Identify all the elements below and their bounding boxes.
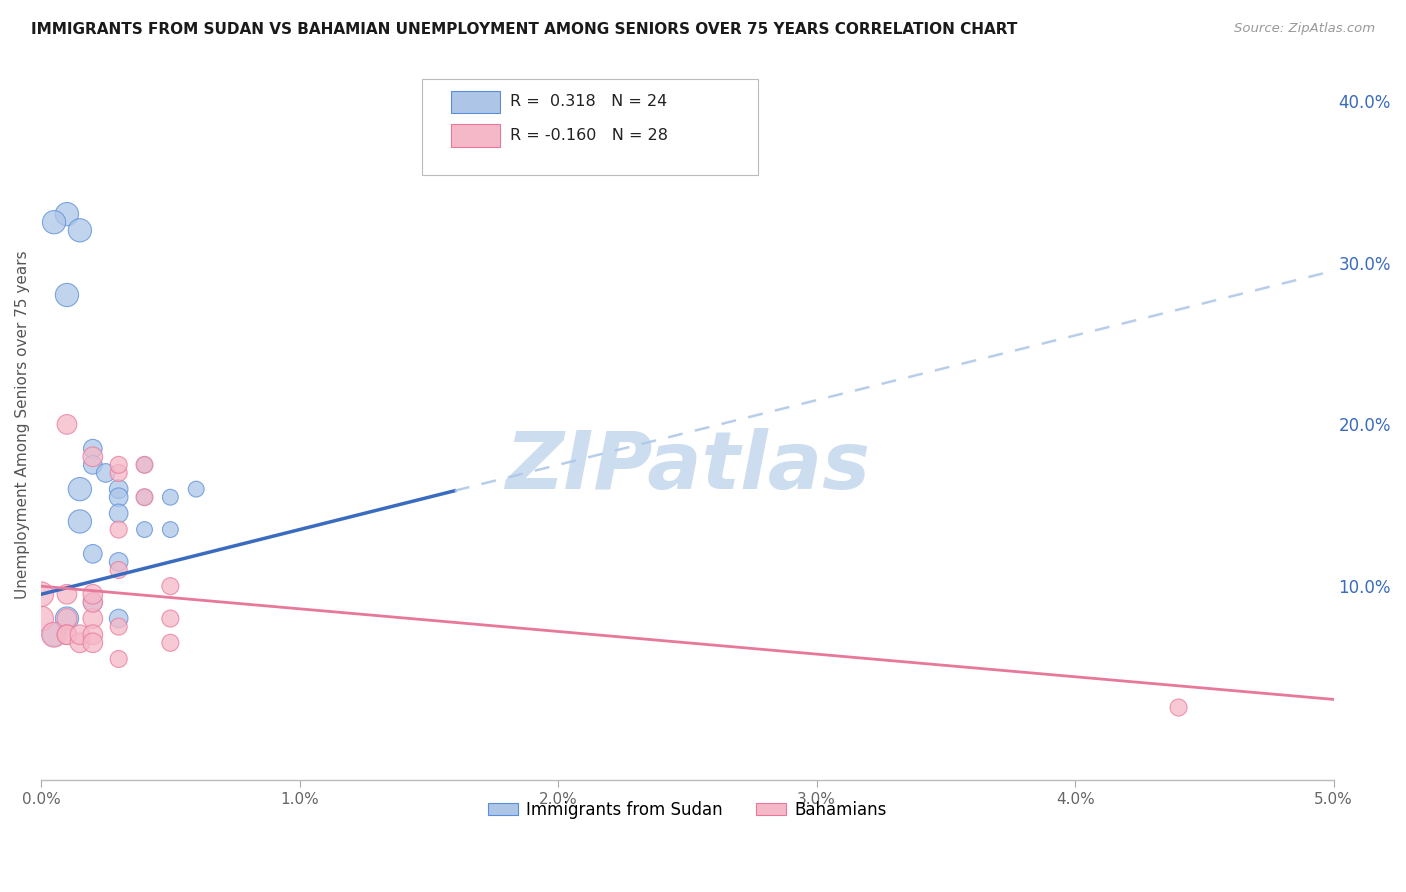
- Point: [186, 482, 208, 496]
- Point: [82, 628, 104, 642]
- Point: [107, 523, 129, 537]
- Point: [56, 611, 79, 625]
- Point: [56, 611, 79, 625]
- Point: [159, 611, 181, 625]
- Point: [82, 442, 104, 456]
- Point: [56, 288, 79, 302]
- Point: [82, 587, 104, 601]
- Y-axis label: Unemployment Among Seniors over 75 years: Unemployment Among Seniors over 75 years: [15, 250, 30, 599]
- FancyBboxPatch shape: [451, 124, 501, 147]
- Point: [42, 215, 65, 229]
- Legend: Immigrants from Sudan, Bahamians: Immigrants from Sudan, Bahamians: [481, 794, 894, 825]
- Point: [42, 628, 65, 642]
- Point: [107, 507, 129, 521]
- Point: [159, 579, 181, 593]
- Point: [1167, 700, 1189, 714]
- Text: ZIPatlas: ZIPatlas: [505, 428, 870, 506]
- FancyBboxPatch shape: [451, 91, 501, 113]
- Point: [107, 563, 129, 577]
- Point: [82, 611, 104, 625]
- Point: [82, 595, 104, 609]
- Point: [30, 587, 52, 601]
- Point: [69, 636, 91, 650]
- Point: [134, 458, 156, 472]
- Point: [82, 636, 104, 650]
- Point: [159, 523, 181, 537]
- Point: [30, 611, 52, 625]
- Point: [134, 490, 156, 504]
- Point: [107, 611, 129, 625]
- Point: [69, 482, 91, 496]
- Point: [69, 628, 91, 642]
- Text: IMMIGRANTS FROM SUDAN VS BAHAMIAN UNEMPLOYMENT AMONG SENIORS OVER 75 YEARS CORRE: IMMIGRANTS FROM SUDAN VS BAHAMIAN UNEMPL…: [31, 22, 1018, 37]
- Point: [107, 555, 129, 569]
- Point: [134, 523, 156, 537]
- Point: [69, 223, 91, 237]
- Point: [56, 628, 79, 642]
- Point: [107, 619, 129, 633]
- Point: [159, 490, 181, 504]
- Point: [107, 458, 129, 472]
- Point: [56, 587, 79, 601]
- Point: [134, 490, 156, 504]
- Point: [56, 628, 79, 642]
- Text: R = -0.160   N = 28: R = -0.160 N = 28: [510, 128, 668, 143]
- Point: [42, 628, 65, 642]
- Text: Source: ZipAtlas.com: Source: ZipAtlas.com: [1234, 22, 1375, 36]
- Point: [107, 490, 129, 504]
- Point: [82, 458, 104, 472]
- Point: [56, 207, 79, 221]
- Point: [107, 652, 129, 666]
- Point: [159, 636, 181, 650]
- Point: [107, 482, 129, 496]
- FancyBboxPatch shape: [422, 79, 758, 176]
- Text: R =  0.318   N = 24: R = 0.318 N = 24: [510, 95, 668, 110]
- Point: [94, 466, 117, 480]
- Point: [56, 417, 79, 432]
- Point: [107, 466, 129, 480]
- Point: [82, 547, 104, 561]
- Point: [82, 450, 104, 464]
- Point: [82, 595, 104, 609]
- Point: [134, 458, 156, 472]
- Point: [69, 515, 91, 529]
